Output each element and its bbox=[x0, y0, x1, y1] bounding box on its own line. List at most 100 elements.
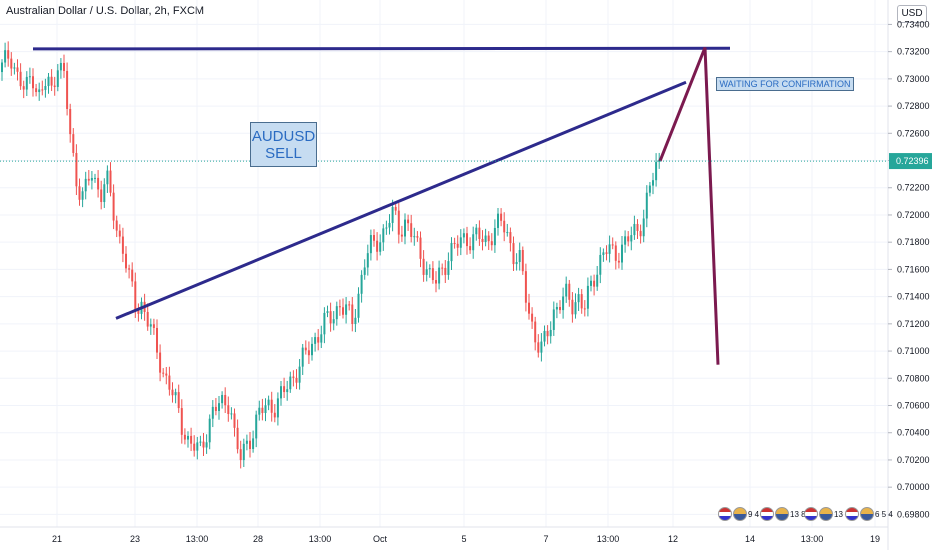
candle-body bbox=[137, 310, 140, 314]
y-tick-label: 0.72600 bbox=[897, 128, 930, 138]
candle-body bbox=[317, 337, 320, 343]
candle-body bbox=[159, 352, 162, 373]
candle-body bbox=[314, 337, 317, 344]
candle-body bbox=[242, 443, 245, 461]
candle-body bbox=[645, 192, 648, 219]
candle-body bbox=[407, 219, 410, 224]
candle-body bbox=[44, 86, 47, 90]
candle-body bbox=[19, 71, 22, 87]
au-flag-icon bbox=[860, 507, 874, 521]
candle-body bbox=[84, 178, 87, 192]
candle-body bbox=[599, 254, 602, 275]
candle-body bbox=[354, 317, 357, 325]
candle-body bbox=[323, 312, 326, 335]
candle-body bbox=[369, 235, 372, 254]
calendar-marker[interactable]: 6 5 4 bbox=[845, 505, 893, 523]
candle-body bbox=[503, 220, 506, 233]
calendar-marker[interactable]: 13 3 bbox=[804, 505, 850, 523]
candle-body bbox=[472, 234, 475, 251]
candle-body bbox=[388, 222, 391, 228]
candle-body bbox=[286, 389, 289, 393]
candle-body bbox=[450, 243, 453, 262]
candle-body bbox=[183, 434, 186, 440]
candle-body bbox=[50, 76, 53, 86]
candle-body bbox=[174, 392, 177, 396]
candle-body bbox=[125, 253, 127, 269]
trend-lines bbox=[32, 46, 731, 365]
candle-body bbox=[63, 62, 65, 71]
x-tick-label: 5 bbox=[461, 534, 466, 544]
calendar-marker[interactable]: 9 4 bbox=[718, 505, 759, 523]
candle-body bbox=[624, 236, 627, 245]
candle-body bbox=[25, 76, 28, 90]
candle-body bbox=[342, 307, 344, 315]
x-tick-label: 13:00 bbox=[597, 534, 620, 544]
candle-body bbox=[652, 180, 654, 186]
candle-body bbox=[636, 223, 639, 231]
candle-body bbox=[509, 232, 512, 244]
candle-body bbox=[611, 244, 614, 246]
candle-body bbox=[462, 233, 465, 238]
candle-body bbox=[211, 406, 214, 419]
candle-body bbox=[32, 76, 34, 89]
candle-body bbox=[301, 347, 304, 367]
candle-body bbox=[121, 236, 124, 254]
audusd-sell-annotation[interactable]: AUDUSD SELL bbox=[250, 122, 317, 167]
candle-body bbox=[528, 302, 530, 314]
candle-body bbox=[233, 413, 236, 428]
candle-body bbox=[534, 321, 537, 343]
candle-body bbox=[187, 435, 189, 440]
candle-body bbox=[621, 244, 623, 263]
last-price-badge bbox=[889, 153, 932, 170]
candle-body bbox=[264, 405, 267, 414]
y-tick-label: 0.71800 bbox=[897, 237, 930, 247]
candle-body bbox=[459, 237, 462, 248]
candle-body bbox=[552, 309, 555, 330]
candle-body bbox=[273, 412, 276, 418]
candle-body bbox=[360, 274, 363, 294]
candle-body bbox=[444, 267, 447, 275]
grid bbox=[0, 0, 888, 527]
candle-body bbox=[196, 442, 199, 451]
calendar-marker[interactable]: 13 8 5 bbox=[760, 505, 812, 523]
candle-body bbox=[53, 85, 56, 87]
x-tick-label: Oct bbox=[373, 534, 388, 544]
y-tick-label: 0.72000 bbox=[897, 210, 930, 220]
candle-body bbox=[568, 283, 571, 300]
x-tick-label: 19 bbox=[870, 534, 880, 544]
x-tick-label: 23 bbox=[130, 534, 140, 544]
waiting-confirmation-annotation[interactable]: WAITING FOR CONFIRMATION bbox=[716, 77, 854, 91]
candle-body bbox=[267, 399, 270, 406]
y-tick-label: 0.71400 bbox=[897, 292, 930, 302]
candle-body bbox=[78, 186, 81, 200]
candle-body bbox=[295, 377, 298, 383]
candle-body bbox=[149, 324, 152, 327]
candle-body bbox=[218, 403, 220, 411]
candle-body bbox=[435, 280, 437, 284]
x-tick-label: 14 bbox=[745, 534, 755, 544]
candle-body bbox=[577, 294, 580, 303]
candle-body bbox=[280, 386, 282, 399]
candle-body bbox=[382, 228, 385, 243]
candle-body bbox=[574, 302, 577, 315]
last-price: 0.72396 bbox=[0, 153, 932, 170]
y-tick-label: 0.73000 bbox=[897, 74, 930, 84]
candle-body bbox=[546, 330, 549, 337]
candle-body bbox=[41, 89, 44, 91]
candle-body bbox=[171, 389, 174, 396]
candle-body bbox=[639, 230, 642, 237]
candle-body bbox=[596, 274, 599, 287]
candle-body bbox=[524, 271, 527, 303]
candle-body bbox=[478, 227, 481, 239]
candle-body bbox=[555, 306, 558, 310]
candle-body bbox=[397, 210, 400, 235]
candle-body bbox=[469, 246, 472, 251]
y-tick-label: 0.73400 bbox=[897, 19, 930, 29]
candle-body bbox=[357, 293, 360, 318]
us-flag-icon bbox=[760, 507, 774, 521]
candle-body bbox=[38, 89, 41, 93]
currency-button[interactable]: USD bbox=[897, 5, 927, 23]
candle-body bbox=[13, 67, 16, 69]
candle-body bbox=[69, 108, 72, 135]
